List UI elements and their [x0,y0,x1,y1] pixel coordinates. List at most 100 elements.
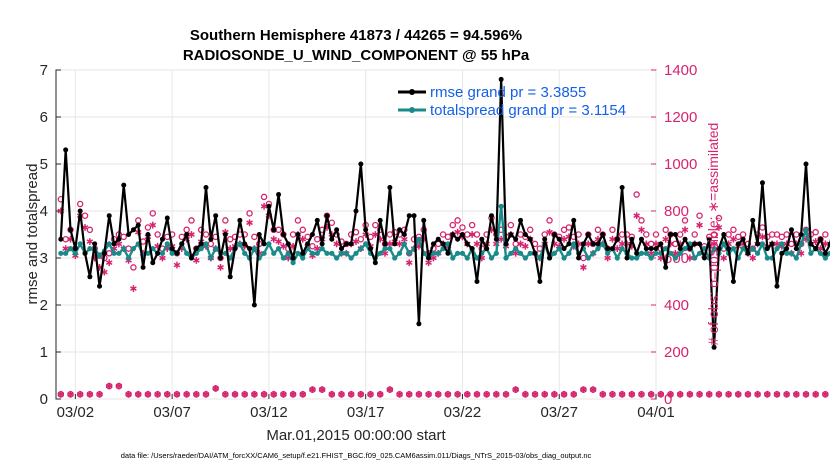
totalspread-point [561,255,567,261]
bottom-assimilated-point [434,390,442,398]
bottom-assimilated-point [202,390,210,398]
bottom-assimilated-point [609,390,616,398]
obs-assimilated-point [662,235,670,243]
totalspread-point [358,246,364,252]
rmse-point [421,217,427,223]
right-tick-label: 1400 [664,62,697,79]
obs-possible-point [739,231,747,238]
rmse-point [251,302,257,308]
rmse-point [218,255,224,261]
bottom-assimilated-point [705,390,713,398]
totalspread-point [111,250,117,256]
bottom-assimilated-point [280,390,287,398]
rmse-point [256,232,262,237]
bottom-assimilated-point [376,390,384,398]
totalspread-point [251,246,257,252]
totalspread-point [67,246,74,252]
obs-assimilated-point [638,226,645,234]
totalspread-point [793,255,799,261]
rmse-point [140,264,146,270]
rmse-point [663,264,669,270]
bottom-assimilated-point [483,390,490,398]
bottom-assimilated-point [657,390,665,398]
totalspread-point [764,255,770,261]
obs-possible-point [652,231,660,238]
obs-possible-point [793,231,800,238]
rmse-point [576,255,582,261]
rmse-point [658,241,664,247]
obs-assimilated-point [246,219,253,227]
left-tick-label: 4 [40,203,48,220]
totalspread-point [261,250,267,256]
left-tick-label: 5 [40,156,48,173]
totalspread-point [343,250,349,256]
bottom-assimilated-point [628,390,636,398]
totalspread-point [285,250,291,256]
bottom-assimilated-point [454,390,461,398]
rmse-point [668,232,674,237]
obs-possible-point [676,231,684,238]
rmse-point [198,241,204,247]
obs-possible-point [130,264,137,271]
bottom-assimilated-point [599,390,607,398]
rmse-point [116,236,122,242]
left-tick-label: 3 [40,250,48,267]
totalspread-point [106,241,112,247]
totalspread-point [774,246,780,252]
rmse-point [82,250,88,256]
x-axis-ticks: 03/02 03/07 03/12 03/17 03/22 03/27 04/01 [57,394,675,421]
rmse-point [726,246,732,252]
rmse-point [759,180,765,186]
rmse-point [77,208,83,214]
left-axis-ticks: 0 1 2 3 4 5 6 7 [40,62,61,408]
totalspread-point [116,250,122,256]
rmse-point [459,232,465,237]
obs-possible-point [783,231,790,238]
totalspread-point [450,255,456,261]
rmse-point [72,246,78,252]
bottom-assimilated-point [725,390,732,398]
totalspread-point [96,253,103,259]
totalspread-point [803,227,809,233]
totalspread-point [121,246,127,252]
obs-assimilated-point [730,235,737,243]
totalspread-point [203,241,209,247]
obs-possible-point [76,200,84,208]
obs-assimilated-point [299,235,307,243]
bottom-assimilated-point [580,386,587,393]
totalspread-point [348,255,354,261]
left-tick-label: 1 [40,344,48,361]
rmse-point [701,255,707,261]
obs-possible-point [444,233,452,241]
totalspread-point [300,255,306,261]
rmse-point [280,232,286,237]
rmse-point [672,232,678,237]
rmse-point [624,255,630,261]
obs-assimilated-point [372,231,379,238]
obs-possible-point [715,214,723,222]
totalspread-point [396,250,403,256]
obs-possible-point [202,231,210,238]
rmse-point [174,250,180,256]
legend-spread-marker [409,107,415,113]
totalspread-point [309,250,316,256]
rmse-point [682,236,688,242]
rmse-point [643,246,649,252]
bottom-assimilated-point [560,390,568,398]
totalspread-point [551,250,557,256]
bottom-assimilated-point [86,390,94,398]
totalspread-point [334,255,340,261]
rmse-point [537,279,543,284]
totalspread-point [208,255,214,261]
chart-title-line1: Southern Hemisphere 41873 / 44265 = 94.5… [190,27,522,44]
obs-assimilated-point [546,228,553,236]
totalspread-point [145,250,151,256]
x-tick-label: 03/12 [250,404,288,421]
bottom-assimilated-point [676,390,684,398]
totalspread-point [730,246,737,252]
bottom-assimilated-point [783,390,790,398]
rmse-point [556,236,562,242]
rmse-point [745,250,751,256]
totalspread-point [740,246,746,252]
totalspread-point [667,250,674,256]
